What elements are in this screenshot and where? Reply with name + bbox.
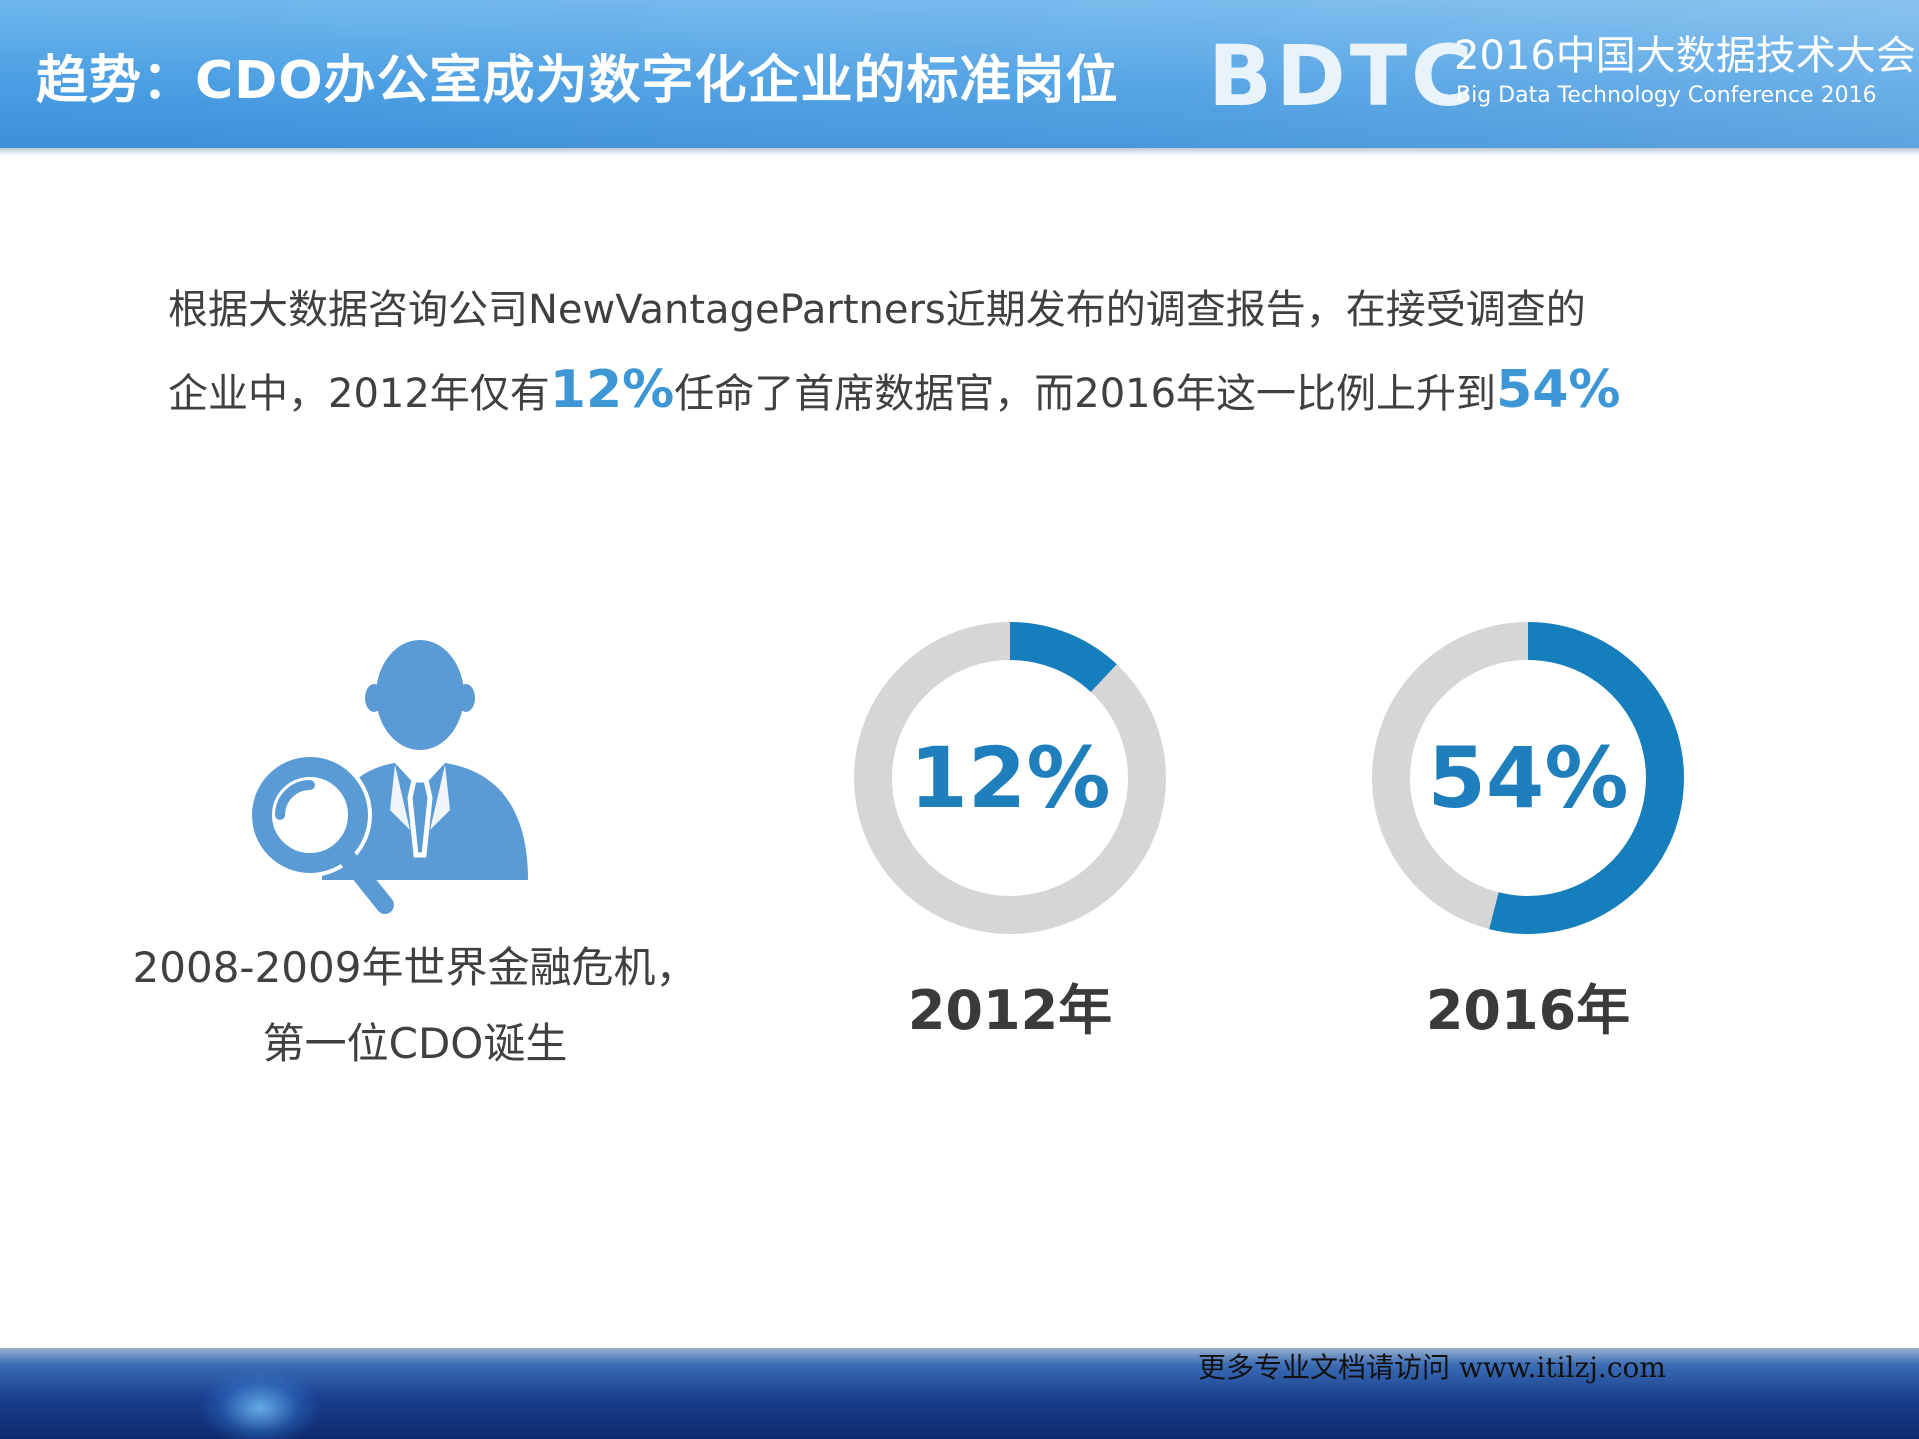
cdo-caption: 2008-2009年世界金融危机， 第一位CDO诞生 bbox=[100, 930, 730, 1082]
donut-value-2012: 12% bbox=[909, 729, 1111, 827]
donut-2012: 12% bbox=[851, 619, 1169, 937]
intro-paragraph: 根据大数据咨询公司NewVantagePartners近期发布的调查报告，在接受… bbox=[168, 270, 1768, 434]
footer-website-note: 更多专业文档请访问 www.itilzj.com bbox=[1198, 1351, 1666, 1384]
caption-line-2: 第一位CDO诞生 bbox=[262, 1019, 568, 1068]
intro-text-3: 任命了首席数据官，而2016年这一比例上升到 bbox=[674, 371, 1497, 417]
header-bar: 趋势：CDO办公室成为数字化企业的标准岗位 BDTC 2016中国大数据技术大会… bbox=[0, 0, 1919, 150]
header-divider bbox=[0, 148, 1919, 156]
donut-arc bbox=[1489, 622, 1684, 934]
logo-mark: BDTC bbox=[1208, 27, 1477, 125]
donut-2016: 54% bbox=[1369, 619, 1687, 937]
intro-text-2: 企业中，2012年仅有 bbox=[168, 371, 550, 417]
donut-arc bbox=[1009, 622, 1117, 693]
page-title: 趋势：CDO办公室成为数字化企业的标准岗位 bbox=[36, 51, 1119, 111]
logo-chinese-text: 2016中国大数据技术大会 bbox=[1454, 33, 1916, 79]
intro-highlight-2012: 12% bbox=[549, 360, 675, 420]
caption-line-1: 2008-2009年世界金融危机， bbox=[132, 943, 698, 992]
donut-value-2016: 54% bbox=[1427, 729, 1629, 827]
year-label-2016: 2016年 bbox=[1425, 979, 1631, 1042]
bdtc-logo: BDTC 2016中国大数据技术大会 Big Data Technology C… bbox=[1208, 27, 1916, 125]
year-label-2012: 2012年 bbox=[907, 979, 1113, 1042]
intro-highlight-2016: 54% bbox=[1496, 360, 1621, 420]
footer-bar bbox=[0, 1348, 1919, 1439]
logo-english-text: Big Data Technology Conference 2016 bbox=[1456, 83, 1877, 108]
person-search-icon bbox=[248, 630, 540, 920]
intro-text-1: 根据大数据咨询公司NewVantagePartners近期发布的调查报告，在接受… bbox=[168, 287, 1586, 333]
